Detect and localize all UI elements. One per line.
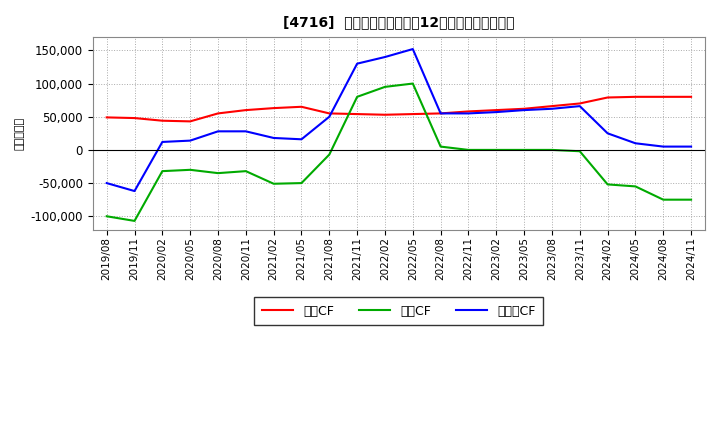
投資CF <box>520 147 528 153</box>
フリーCF <box>381 55 390 60</box>
Line: 営業CF: 営業CF <box>107 97 691 121</box>
Line: 投資CF: 投資CF <box>107 84 691 221</box>
営業CF <box>408 111 417 117</box>
営業CF <box>659 94 667 99</box>
営業CF <box>241 107 250 113</box>
営業CF <box>186 119 194 124</box>
営業CF <box>575 101 584 106</box>
営業CF <box>603 95 612 100</box>
フリーCF <box>269 136 278 141</box>
フリーCF <box>102 180 111 186</box>
営業CF <box>520 106 528 111</box>
営業CF <box>687 94 696 99</box>
営業CF <box>325 111 333 116</box>
投資CF <box>269 181 278 187</box>
Legend: 営業CF, 投資CF, フリーCF: 営業CF, 投資CF, フリーCF <box>254 297 544 325</box>
営業CF <box>130 115 139 121</box>
営業CF <box>464 109 473 114</box>
投資CF <box>241 169 250 174</box>
営業CF <box>381 112 390 117</box>
投資CF <box>381 84 390 89</box>
投資CF <box>575 149 584 154</box>
営業CF <box>492 107 500 113</box>
営業CF <box>353 111 361 117</box>
フリーCF <box>603 131 612 136</box>
フリーCF <box>492 110 500 115</box>
フリーCF <box>575 103 584 109</box>
フリーCF <box>659 144 667 149</box>
投資CF <box>548 147 557 153</box>
投資CF <box>408 81 417 86</box>
Title: [4716]  キャッシュフローの12か月移動合計の推移: [4716] キャッシュフローの12か月移動合計の推移 <box>283 15 515 29</box>
投資CF <box>325 152 333 157</box>
営業CF <box>631 94 640 99</box>
フリーCF <box>325 114 333 119</box>
フリーCF <box>687 144 696 149</box>
投資CF <box>214 170 222 176</box>
フリーCF <box>241 128 250 134</box>
営業CF <box>297 104 306 110</box>
投資CF <box>130 218 139 224</box>
投資CF <box>464 147 473 153</box>
投資CF <box>631 184 640 189</box>
投資CF <box>687 197 696 202</box>
営業CF <box>214 111 222 116</box>
フリーCF <box>464 111 473 116</box>
フリーCF <box>520 107 528 113</box>
フリーCF <box>158 139 166 145</box>
フリーCF <box>548 106 557 111</box>
営業CF <box>269 106 278 111</box>
投資CF <box>186 167 194 172</box>
営業CF <box>158 118 166 123</box>
投資CF <box>603 182 612 187</box>
フリーCF <box>297 137 306 142</box>
Y-axis label: （百万円）: （百万円） <box>15 117 25 150</box>
フリーCF <box>408 46 417 51</box>
投資CF <box>158 169 166 174</box>
営業CF <box>436 111 445 116</box>
投資CF <box>102 214 111 219</box>
営業CF <box>102 115 111 120</box>
フリーCF <box>436 111 445 116</box>
フリーCF <box>214 128 222 134</box>
投資CF <box>659 197 667 202</box>
フリーCF <box>186 138 194 143</box>
投資CF <box>492 147 500 153</box>
営業CF <box>548 103 557 109</box>
投資CF <box>297 180 306 186</box>
Line: フリーCF: フリーCF <box>107 49 691 191</box>
投資CF <box>436 144 445 149</box>
投資CF <box>353 94 361 99</box>
フリーCF <box>353 61 361 66</box>
フリーCF <box>130 188 139 194</box>
フリーCF <box>631 141 640 146</box>
